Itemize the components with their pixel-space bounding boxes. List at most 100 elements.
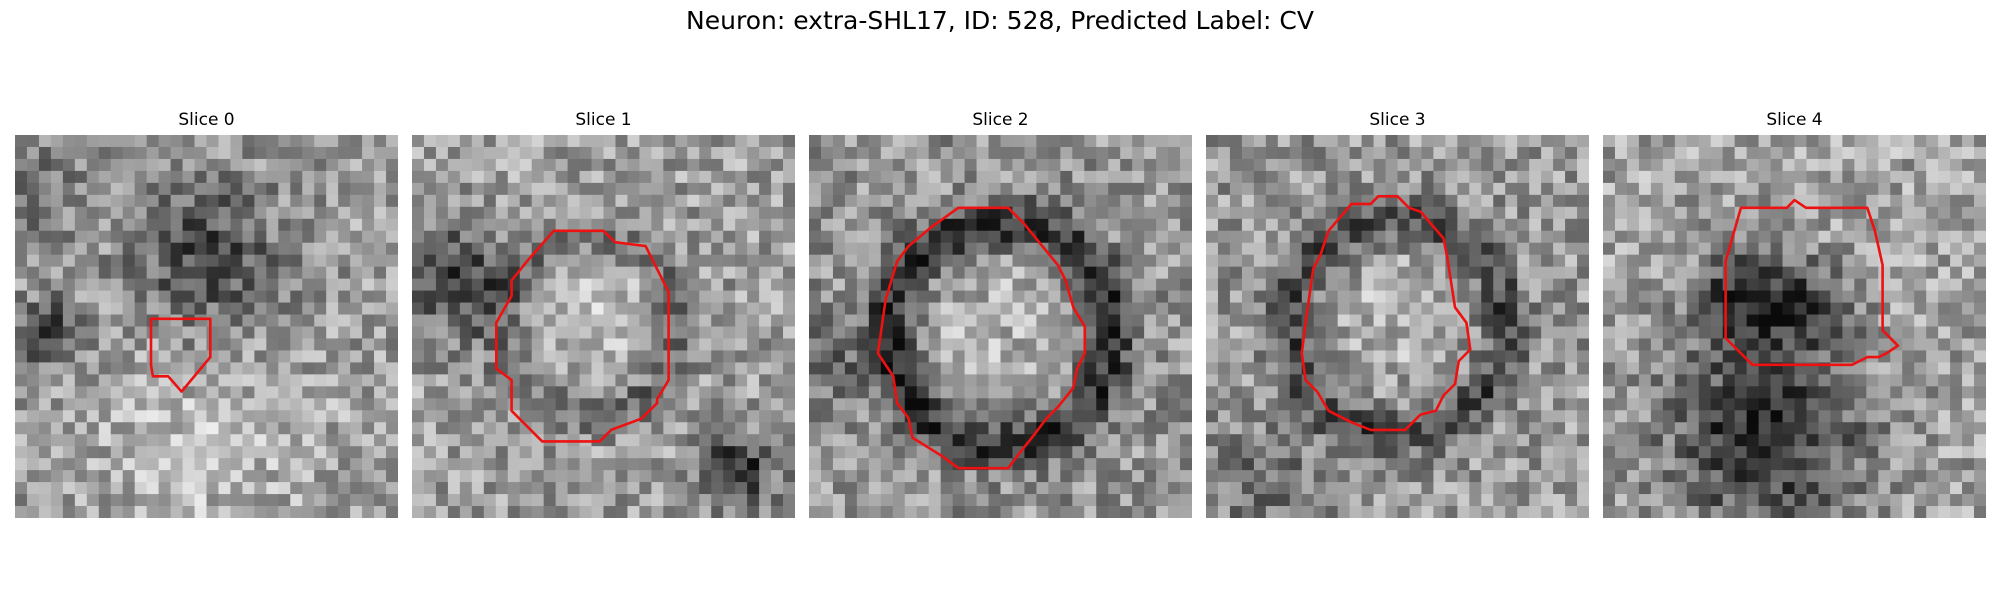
pixel xyxy=(639,170,652,184)
pixel xyxy=(1108,434,1121,447)
pixel xyxy=(844,290,858,303)
pixel xyxy=(326,146,339,160)
pixel xyxy=(1349,254,1362,268)
pixel xyxy=(1902,302,1915,315)
pixel xyxy=(1265,206,1279,220)
pixel xyxy=(1469,374,1482,387)
pixel xyxy=(350,290,363,303)
pixel xyxy=(459,194,473,208)
pixel xyxy=(1349,338,1362,351)
pixel xyxy=(940,206,954,220)
pixel xyxy=(74,470,88,483)
pixel xyxy=(868,135,882,148)
pixel xyxy=(832,302,846,315)
pixel xyxy=(783,314,795,327)
pixel xyxy=(1253,218,1267,232)
pixel xyxy=(1517,410,1530,423)
pixel xyxy=(50,446,64,459)
pixel xyxy=(1481,302,1494,315)
pixel xyxy=(338,422,351,435)
pixel xyxy=(856,446,870,459)
pixel xyxy=(507,218,521,232)
pixel xyxy=(1782,338,1795,351)
pixel xyxy=(735,290,748,303)
pixel xyxy=(868,314,882,327)
pixel xyxy=(639,446,652,459)
pixel xyxy=(158,494,171,507)
pixel xyxy=(916,194,930,208)
pixel xyxy=(374,362,387,375)
pixel xyxy=(1710,362,1724,375)
pixel xyxy=(952,194,965,208)
pixel xyxy=(844,362,858,375)
pixel xyxy=(1698,422,1712,435)
pixel xyxy=(146,434,160,447)
pixel xyxy=(1565,242,1578,256)
pixel xyxy=(50,266,64,280)
pixel xyxy=(1108,410,1121,423)
pixel xyxy=(988,338,1001,351)
pixel xyxy=(26,470,40,483)
pixel xyxy=(940,158,954,172)
pixel xyxy=(868,230,882,244)
pixel xyxy=(1818,386,1831,399)
pixel xyxy=(1565,230,1578,244)
pixel xyxy=(928,494,942,507)
pixel xyxy=(1469,182,1482,196)
pixel xyxy=(809,242,822,256)
pixel xyxy=(98,326,112,339)
pixel xyxy=(904,386,918,399)
pixel xyxy=(1962,422,1975,435)
pixel xyxy=(1830,146,1843,160)
pixel xyxy=(916,278,930,291)
pixel xyxy=(1180,278,1192,291)
pixel xyxy=(302,434,315,447)
pixel xyxy=(1866,242,1879,256)
pixel xyxy=(74,290,88,303)
pixel xyxy=(892,422,906,435)
pixel xyxy=(122,182,136,196)
pixel xyxy=(302,266,315,280)
pixel xyxy=(723,218,736,232)
pixel xyxy=(1662,254,1676,268)
pixel xyxy=(1782,135,1795,148)
pixel xyxy=(1603,135,1616,148)
pixel xyxy=(555,374,568,387)
pixel xyxy=(1421,506,1434,518)
pixel xyxy=(98,158,112,172)
pixel xyxy=(1734,194,1748,208)
pixel xyxy=(1277,422,1291,435)
pixel xyxy=(1012,314,1025,327)
pixel xyxy=(1493,398,1506,411)
pixel xyxy=(350,410,363,423)
pixel xyxy=(1603,398,1616,411)
pixel xyxy=(1938,206,1951,220)
pixel xyxy=(747,194,760,208)
pixel xyxy=(254,338,267,351)
pixel xyxy=(412,446,425,459)
pixel xyxy=(880,230,894,244)
pixel xyxy=(1758,206,1771,220)
pixel xyxy=(1084,230,1097,244)
pixel xyxy=(1842,326,1855,339)
pixel xyxy=(338,302,351,315)
pixel xyxy=(771,338,784,351)
pixel xyxy=(1734,302,1748,315)
pixel xyxy=(904,278,918,291)
pixel xyxy=(1650,146,1664,160)
pixel xyxy=(711,458,724,471)
pixel xyxy=(206,422,219,435)
pixel xyxy=(1421,458,1434,471)
pixel xyxy=(555,410,568,423)
pixel xyxy=(1253,230,1267,244)
pixel xyxy=(1481,326,1494,339)
pixel xyxy=(723,290,736,303)
pixel xyxy=(1349,314,1362,327)
pixel xyxy=(663,458,676,471)
pixel xyxy=(1373,206,1386,220)
pixel xyxy=(1072,326,1085,339)
pixel xyxy=(1962,146,1975,160)
pixel xyxy=(615,314,628,327)
pixel xyxy=(1277,194,1291,208)
pixel xyxy=(1638,135,1652,148)
